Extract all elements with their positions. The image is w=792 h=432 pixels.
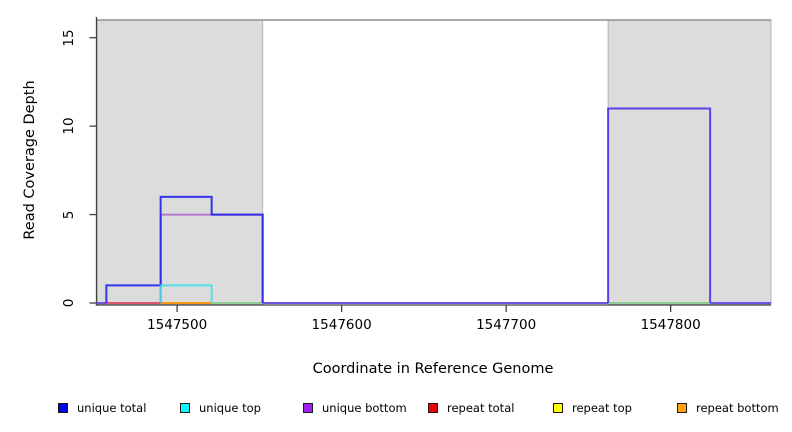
legend-item-unique-total: unique total: [58, 401, 146, 415]
x-tick-label: 1547500: [147, 317, 208, 333]
x-tick-label: 1547700: [476, 317, 537, 333]
y-tick-label: 5: [61, 210, 77, 219]
legend-swatch-icon: [303, 403, 313, 413]
legend-label: repeat bottom: [696, 401, 779, 415]
legend-label: unique total: [77, 401, 147, 415]
coverage-step-line: [159, 284, 213, 303]
x-tick-label: 1547600: [311, 317, 372, 333]
y-tick-label: 15: [61, 29, 77, 47]
legend-item-repeat-top: repeat top: [553, 401, 632, 415]
legend-item-unique-top: unique top: [180, 401, 261, 415]
x-tick-label: 1547800: [640, 317, 701, 333]
repeat-region-shading: [96, 19, 264, 305]
legend-item-repeat-bottom: repeat bottom: [677, 401, 779, 415]
x-axis-title: Coordinate in Reference Genome: [312, 361, 554, 377]
y-tick-label: 10: [61, 117, 77, 135]
legend-swatch-icon: [58, 403, 68, 413]
legend-item-unique-bottom: unique bottom: [303, 401, 407, 415]
legend-item-repeat-total: repeat total: [428, 401, 514, 415]
legend-swatch-icon: [428, 403, 438, 413]
legend-label: unique top: [199, 401, 261, 415]
legend-swatch-icon: [677, 403, 687, 413]
coverage-step-line: [607, 107, 712, 303]
legend-swatch-icon: [553, 403, 563, 413]
legend-swatch-icon: [180, 403, 190, 413]
repeat-region-shading: [607, 19, 772, 305]
y-tick-label: 0: [61, 298, 77, 308]
legend-label: repeat total: [447, 401, 515, 415]
legend-label: repeat top: [572, 401, 632, 415]
legend-label: unique bottom: [322, 401, 407, 415]
y-axis-title: Read Coverage Depth: [22, 80, 38, 240]
coverage-step-line: [105, 195, 264, 303]
